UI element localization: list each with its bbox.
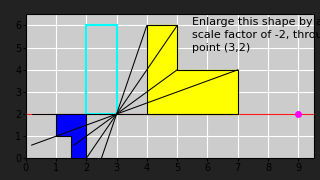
Text: Enlarge this shape by a
scale factor of -2, through
point (3,2): Enlarge this shape by a scale factor of …: [192, 17, 320, 53]
Bar: [86, 26, 116, 114]
Bar: [71, 136, 86, 158]
Polygon shape: [147, 26, 238, 114]
Bar: [56, 114, 86, 136]
